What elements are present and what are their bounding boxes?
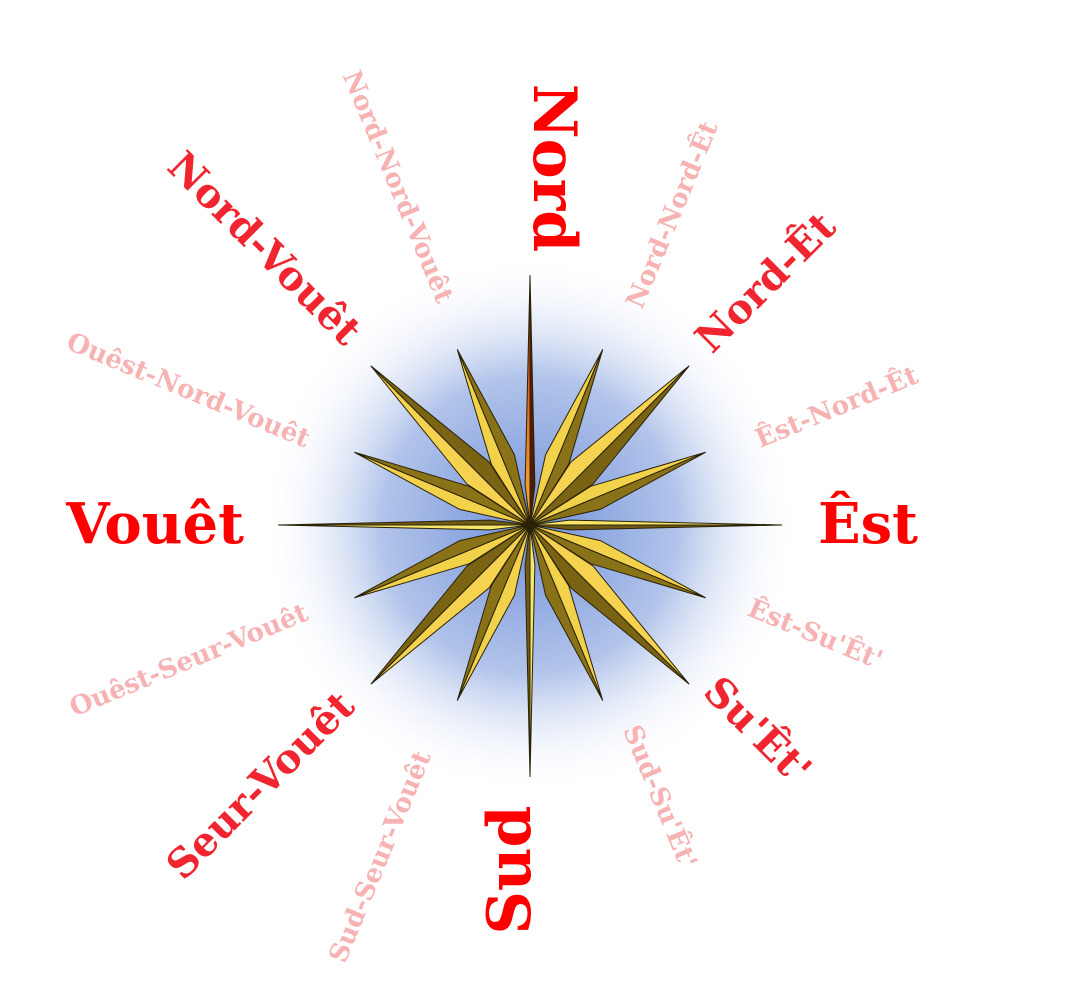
label-north: Nord	[519, 84, 589, 252]
star-point-cardinal-right	[524, 524, 531, 778]
star-point-secondary-right	[529, 524, 604, 701]
star-point-intercardinal-right	[370, 524, 531, 685]
star-point-intercardinal-right	[529, 524, 690, 685]
star-points	[277, 274, 783, 778]
label-nne: Nord-Nord-Êt	[619, 116, 725, 312]
star-point-intercardinal-right	[370, 365, 531, 526]
star-point-cardinal-right	[529, 524, 783, 531]
label-southeast: Su'Êt'	[694, 667, 820, 793]
label-northwest: Nord-Vouêt	[158, 142, 371, 355]
label-ssw: Sud-Seur-Vouêt	[323, 747, 437, 967]
label-wsw: Ouêst-Seur-Vouêt	[65, 598, 312, 723]
label-west: Vouêt	[65, 491, 244, 557]
star-point-secondary-right	[529, 451, 706, 526]
label-ene: Êst-Nord-Êt	[751, 359, 923, 455]
star-point-intercardinal-right	[529, 365, 690, 526]
label-wnw: Ouêst-Nord-Vouêt	[62, 327, 314, 454]
label-southwest: Seur-Vouêt	[157, 682, 364, 889]
label-northeast: Nord-Êt	[686, 203, 845, 362]
label-nnw: Nord-Nord-Vouêt	[336, 67, 459, 308]
star-point-secondary-right	[456, 349, 531, 526]
star-point-north-right	[529, 274, 536, 526]
label-east: Êst	[818, 490, 918, 557]
label-south: Sud	[475, 806, 545, 935]
star-point-secondary-right	[354, 524, 531, 599]
star-point-cardinal-right	[277, 519, 531, 526]
